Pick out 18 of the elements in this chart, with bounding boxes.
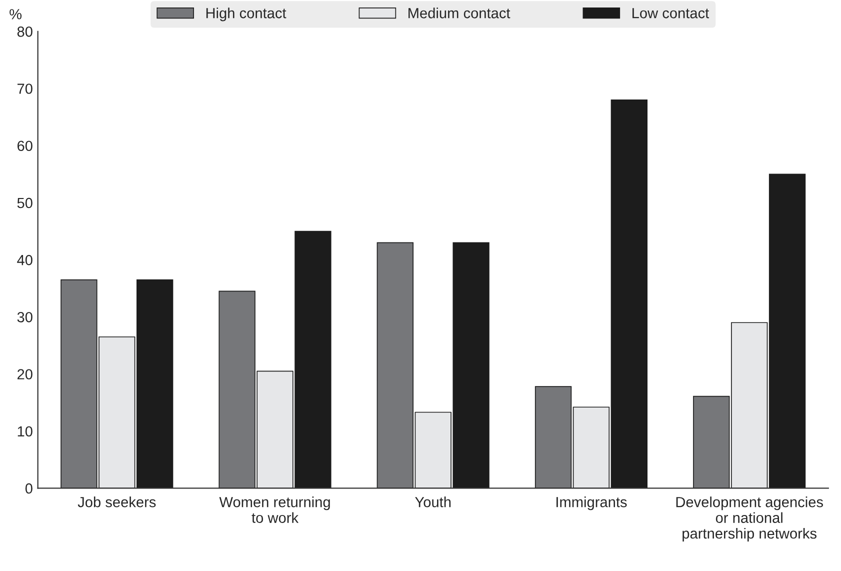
y-axis-title: % [10, 9, 22, 20]
y-tick-label: 40 [17, 254, 32, 266]
y-tick-label: 10 [18, 426, 32, 437]
legend-label: Medium contact [408, 8, 510, 18]
y-tick-label: 20 [18, 369, 32, 380]
x-tick-label: Job seekers [78, 496, 156, 508]
x-tick-label: Women returning to work [219, 496, 330, 523]
x-tick-label: Youth [415, 496, 451, 508]
y-tick-label: 70 [18, 84, 32, 94]
y-tick-label: 50 [17, 198, 32, 208]
legend-label: High contact [206, 8, 286, 22]
x-tick-label: Development agencies or national partnership networks [676, 496, 823, 542]
x-tick-label: Immigrants [556, 496, 627, 510]
legend-label: Low contact [632, 8, 710, 18]
y-tick-label: 30 [17, 312, 32, 322]
y-tick-label: 80 [17, 26, 32, 37]
y-tick-label: 60 [18, 140, 32, 152]
y-tick-label: 0 [25, 483, 32, 494]
